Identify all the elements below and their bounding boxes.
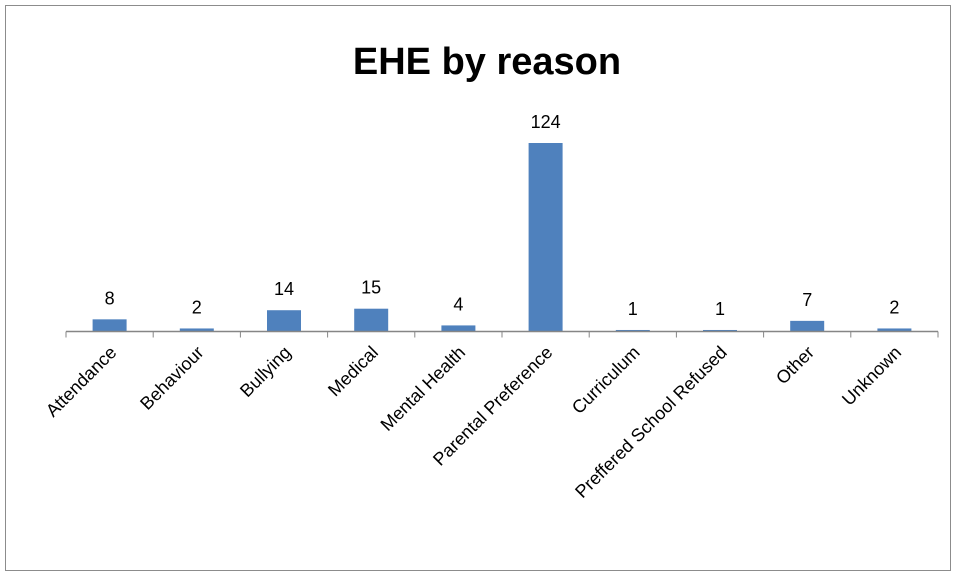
bars-group bbox=[92, 143, 912, 332]
data-label: 8 bbox=[105, 288, 115, 308]
data-label: 1 bbox=[715, 299, 725, 319]
data-label: 7 bbox=[802, 290, 812, 310]
category-labels-group: Attendance Behaviour Bullying MedicalMental… bbox=[42, 342, 905, 502]
data-label: 15 bbox=[361, 278, 381, 298]
category-label: Curriculum bbox=[568, 342, 644, 418]
bar-other bbox=[790, 320, 825, 332]
bar-unknown bbox=[877, 328, 912, 332]
bar-curriculum bbox=[615, 329, 650, 332]
data-labels-group: 8 2 14 15 4 124 1 1 7 2 bbox=[105, 112, 900, 319]
chart-title: EHE by reason bbox=[353, 41, 621, 83]
category-label: Medical bbox=[324, 342, 382, 400]
bar-mental-health bbox=[441, 325, 476, 332]
category-label: Unknown bbox=[838, 342, 905, 409]
data-label: 124 bbox=[531, 112, 561, 132]
category-label: Mental Health bbox=[377, 342, 470, 435]
category-label: Preffered School Refused bbox=[571, 342, 731, 502]
data-label: 1 bbox=[628, 299, 638, 319]
category-label: Attendance bbox=[42, 342, 121, 421]
data-label: 4 bbox=[453, 294, 463, 314]
bar-bullying bbox=[267, 310, 301, 332]
data-label: 2 bbox=[889, 297, 899, 317]
category-label: Behaviour bbox=[136, 342, 207, 413]
data-label: 14 bbox=[274, 279, 294, 299]
x-axis-ticks bbox=[65, 331, 939, 338]
data-label: 2 bbox=[192, 297, 202, 317]
bar-parental-preference bbox=[528, 143, 563, 332]
bar-medical bbox=[354, 308, 389, 332]
category-label: Bullying bbox=[236, 342, 295, 401]
bar-behaviour bbox=[179, 328, 214, 332]
bar-preffered-school-refused bbox=[703, 329, 737, 332]
bar-attendance bbox=[92, 319, 127, 332]
chart-frame bbox=[5, 5, 951, 571]
category-label: Other bbox=[772, 342, 818, 388]
